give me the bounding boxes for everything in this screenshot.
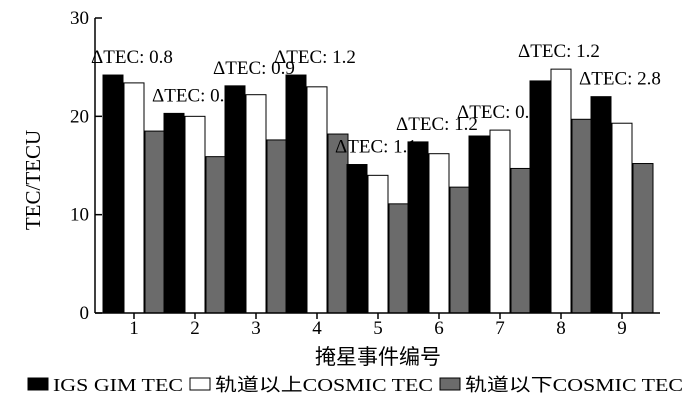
bar-igs-gim: [407, 141, 429, 314]
x-tick-label: 4: [312, 318, 322, 339]
delta-tec-label: ΔTEC: 0.6: [457, 102, 539, 123]
legend-swatch: [189, 377, 211, 391]
y-axis-title: TEC/TECU: [21, 130, 45, 230]
y-tick-label: 30: [70, 8, 89, 29]
bar-cosmic-below: [571, 118, 593, 314]
bar-cosmic-above: [428, 153, 450, 314]
bar-cosmic-below: [632, 163, 654, 314]
delta-tec-label: ΔTEC: 0.8: [91, 47, 173, 68]
legend-swatch: [439, 377, 461, 391]
delta-tec-label: ΔTEC: 1.2: [274, 47, 356, 68]
bar-cosmic-above: [489, 129, 511, 314]
bar-cosmic-below: [449, 186, 471, 314]
bar-igs-gim: [285, 74, 307, 314]
x-tick-label: 3: [251, 318, 261, 339]
bar-cosmic-above: [123, 82, 145, 314]
x-tick-label: 2: [190, 318, 200, 339]
delta-tec-label: ΔTEC: 2.8: [579, 69, 661, 90]
bar-igs-gim: [468, 135, 490, 314]
x-tick-label: 5: [373, 318, 383, 339]
bar-cosmic-above: [367, 174, 389, 314]
bar-cosmic-above: [550, 68, 572, 314]
x-tick-label: 1: [129, 318, 139, 339]
y-tick-label: 20: [70, 106, 89, 127]
legend-swatch: [27, 377, 49, 391]
y-ticks: 0 10 20 30: [70, 8, 102, 324]
y-tick-label: 10: [70, 205, 89, 226]
delta-tec-label: ΔTEC: 1.2: [518, 41, 600, 62]
bar-cosmic-below: [266, 139, 288, 314]
bar-igs-gim: [590, 96, 612, 314]
y-tick-label: 0: [80, 303, 90, 324]
x-tick-label: 9: [617, 318, 627, 339]
bar-cosmic-above: [611, 122, 633, 314]
bar-cosmic-below: [388, 203, 410, 314]
bar-cosmic-above: [306, 86, 328, 314]
bar-igs-gim: [346, 164, 368, 314]
delta-tec-label: ΔTEC: 1.2: [396, 114, 478, 135]
legend: IGS GIM TEC 轨道以上COSMIC TEC 轨道以下COSMIC TEC: [27, 375, 683, 395]
x-tick-label: 8: [556, 318, 566, 339]
bar-cosmic-above: [184, 115, 206, 314]
x-axis-title: 掩星事件编号: [315, 345, 441, 369]
x-tick-label: 7: [495, 318, 505, 339]
legend-label: IGS GIM TEC: [53, 375, 183, 395]
delta-tec-label: ΔTEC: 1.1: [335, 137, 417, 158]
bar-igs-gim: [163, 112, 185, 314]
bar-cosmic-below: [205, 156, 227, 314]
bar-cosmic-above: [245, 94, 267, 314]
bar-cosmic-below: [144, 130, 166, 314]
bar-cosmic-below: [510, 167, 532, 314]
bars-layer: [102, 68, 654, 314]
bar-cosmic-below: [327, 133, 349, 314]
delta-tec-label: ΔTEC: 0.9: [213, 58, 295, 79]
x-ticks: 1 2 3 4 5 6 7 8 9: [129, 313, 627, 339]
x-tick-label: 6: [434, 318, 444, 339]
legend-label: 轨道以下COSMIC TEC: [465, 375, 683, 395]
legend-label: 轨道以上COSMIC TEC: [215, 375, 433, 395]
bar-igs-gim: [102, 74, 124, 314]
bar-igs-gim: [224, 85, 246, 314]
delta-tec-label: ΔTEC: 0.3: [152, 85, 234, 106]
